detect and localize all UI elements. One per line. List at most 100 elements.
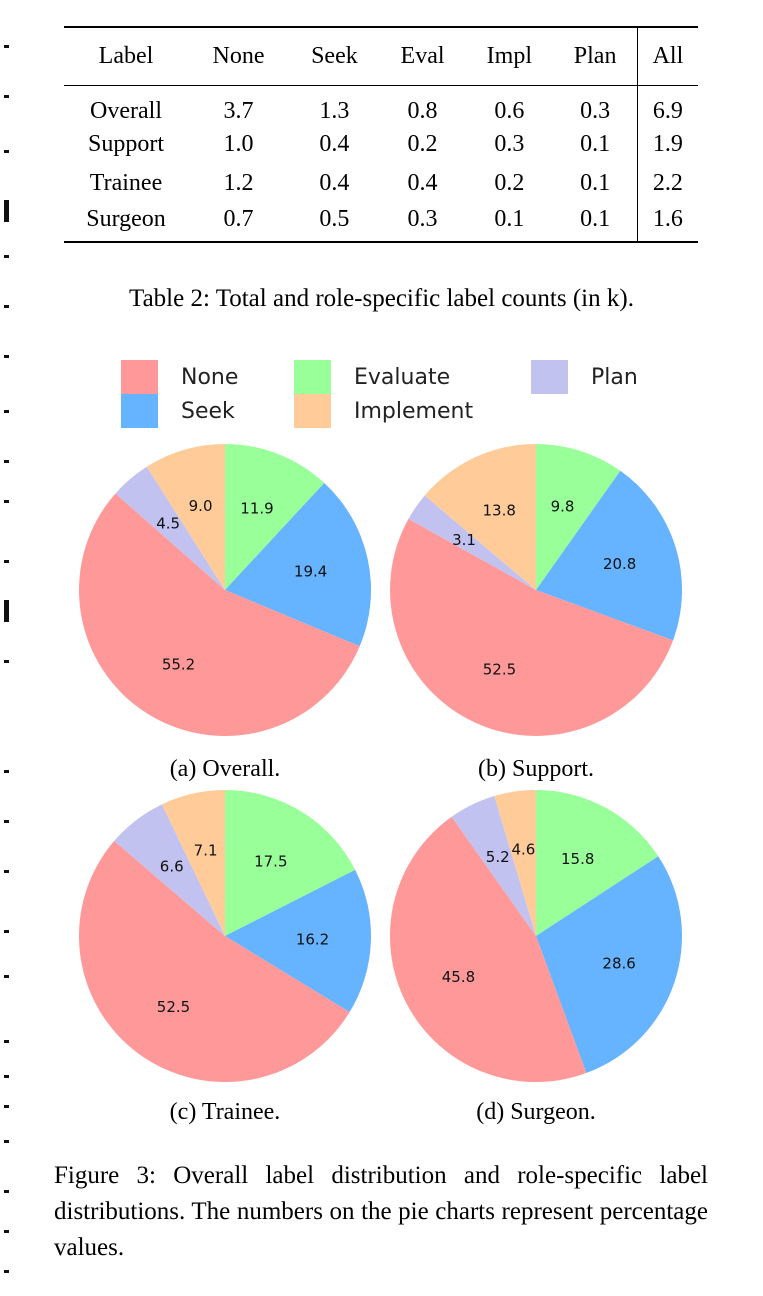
table-header-eval: Eval xyxy=(400,43,445,69)
pie-slice-label: 52.5 xyxy=(483,661,516,679)
legend-item-plan: Plan xyxy=(531,360,638,394)
pie-slice-label: 28.6 xyxy=(602,955,635,973)
legend-item-implement: Implement xyxy=(294,394,473,428)
table-cell: 1.0 xyxy=(223,131,254,157)
legend-label: None xyxy=(181,364,239,390)
table-cell: 0.1 xyxy=(580,205,611,232)
pie-slice-implement xyxy=(424,444,536,590)
pie-slice-evaluate xyxy=(225,444,325,590)
legend-label: Evaluate xyxy=(354,364,451,390)
table-cell: 1.9 xyxy=(636,125,698,164)
pie-slice-label: 6.6 xyxy=(160,857,184,875)
pie-slice-label: 9.8 xyxy=(551,498,575,516)
table-cell: 1.2 xyxy=(223,170,254,196)
pie-slice-evaluate xyxy=(536,790,659,936)
table-cell: 0.1 xyxy=(494,205,525,232)
table-cell: 0.5 xyxy=(319,205,350,232)
subfigure-caption: (d) Surgeon. xyxy=(476,1099,596,1125)
pie-slice-label: 20.8 xyxy=(603,555,636,573)
pie-slice-label: 16.2 xyxy=(296,930,329,948)
pie-slice-label: 19.4 xyxy=(294,562,327,580)
pie-chart-overall: 11.9 19.4 55.2 4.5 9.0 xyxy=(79,444,372,736)
table-header-plan: Plan xyxy=(573,43,617,69)
legend-swatch xyxy=(294,394,331,428)
table-header-all: All xyxy=(636,27,698,86)
pie-slice-label: 17.5 xyxy=(254,852,287,870)
table-body: Overall 3.7 1.3 0.8 0.6 0.3 6.9 Support 1.0 0.4 0.… xyxy=(64,85,698,242)
pie-slice-label: 55.2 xyxy=(162,655,195,673)
pie-slice-plan xyxy=(114,804,225,936)
table-cell: 0.2 xyxy=(494,170,525,196)
table-cell: 0.3 xyxy=(494,131,525,157)
pie-slice-label: 13.8 xyxy=(482,502,515,520)
table-cell: 0.1 xyxy=(580,170,611,196)
pie-slice-label: 11.9 xyxy=(240,499,273,517)
table-header-row: Label None Seek Eval Impl Plan All xyxy=(64,27,698,86)
table-cell: 2.2 xyxy=(636,164,698,203)
pie-chart-trainee: 17.5 16.2 52.5 6.6 7.1 xyxy=(78,790,371,1083)
table-cell: 0.2 xyxy=(407,131,438,157)
pie-slice-label: 45.8 xyxy=(442,968,475,986)
table-cell: 0.4 xyxy=(319,131,350,157)
pie-slice-none xyxy=(389,816,587,1083)
pie-slice-label: 5.2 xyxy=(486,848,510,866)
legend-swatch xyxy=(294,360,331,394)
pie-slice-evaluate xyxy=(225,790,356,936)
legend-item-seek: Seek xyxy=(121,394,235,428)
pie-slice-seek xyxy=(536,856,683,1074)
table-row: Surgeon 0.7 0.5 0.3 0.1 0.1 1.6 xyxy=(64,203,698,242)
table-cell: 0.7 xyxy=(223,205,254,232)
pie-chart-support: 9.8 20.8 52.5 3.1 13.8 xyxy=(390,444,683,736)
pie-slice-label: 15.8 xyxy=(561,850,594,868)
pie-slice-none xyxy=(79,493,360,736)
pie-slice-label: 3.1 xyxy=(452,531,476,549)
pie-slice-none xyxy=(78,840,350,1083)
legend-label: Seek xyxy=(181,398,235,424)
label-count-table: Label None Seek Eval Impl Plan All Overall 3.7 1… xyxy=(64,26,698,243)
pie-slice-seek xyxy=(225,482,372,647)
legend-swatch xyxy=(121,360,158,394)
pie-slice-evaluate xyxy=(536,444,621,590)
pie-slice-none xyxy=(390,518,674,736)
table-cell: Support xyxy=(87,131,164,157)
table-cell: Trainee xyxy=(89,170,163,196)
pie-slice-label: 4.6 xyxy=(511,840,535,858)
pie-chart-surgeon: 15.8 28.6 45.8 5.2 4.6 xyxy=(389,790,683,1083)
pie-slice-plan xyxy=(408,495,536,590)
table-row: Trainee 1.2 0.4 0.4 0.2 0.1 2.2 xyxy=(64,164,698,203)
legend-item-none: None xyxy=(121,360,238,394)
figure-caption: Figure 3: Overall label distribution and… xyxy=(54,1162,708,1261)
table-header-none: None xyxy=(212,43,265,69)
pie-slice-label: 7.1 xyxy=(194,842,218,860)
table-cell: 1.6 xyxy=(636,203,698,242)
pie-slice-implement xyxy=(494,790,536,936)
table-cell: 0.4 xyxy=(407,170,438,196)
pie-slice-plan xyxy=(115,466,225,590)
table-header-impl: Impl xyxy=(486,43,532,69)
legend-item-evaluate: Evaluate xyxy=(294,360,450,394)
table-cell: Surgeon xyxy=(86,205,166,232)
table-cell: 0.4 xyxy=(319,170,350,196)
table-cell: 0.3 xyxy=(580,98,611,124)
table-cell: 0.6 xyxy=(494,98,525,124)
subfigure-caption: (b) Support. xyxy=(478,756,594,782)
pie-slice-seek xyxy=(225,869,371,1013)
table-cell: 6.9 xyxy=(636,85,698,125)
pie-slice-plan xyxy=(451,796,536,936)
table-cell: 0.8 xyxy=(407,98,438,124)
legend-swatch xyxy=(531,360,568,394)
pie-slice-seek xyxy=(536,470,683,641)
pie-slice-label: 9.0 xyxy=(189,497,213,515)
legend-swatch xyxy=(121,394,158,428)
legend-label: Implement xyxy=(354,398,474,424)
pie-slice-label: 4.5 xyxy=(156,514,180,532)
table-header-label: Label xyxy=(98,43,154,69)
table-caption: Table 2: Total and role-specific label c… xyxy=(129,285,634,312)
table-header-seek: Seek xyxy=(311,43,358,69)
subfigure-caption: (c) Trainee. xyxy=(169,1099,281,1125)
pie-slice-implement xyxy=(161,790,225,936)
pie-slice-label: 52.5 xyxy=(157,998,190,1016)
subfigure-caption: (a) Overall. xyxy=(169,756,281,782)
table-cell: 0.3 xyxy=(407,205,438,232)
table-cell: 3.7 xyxy=(223,98,254,124)
